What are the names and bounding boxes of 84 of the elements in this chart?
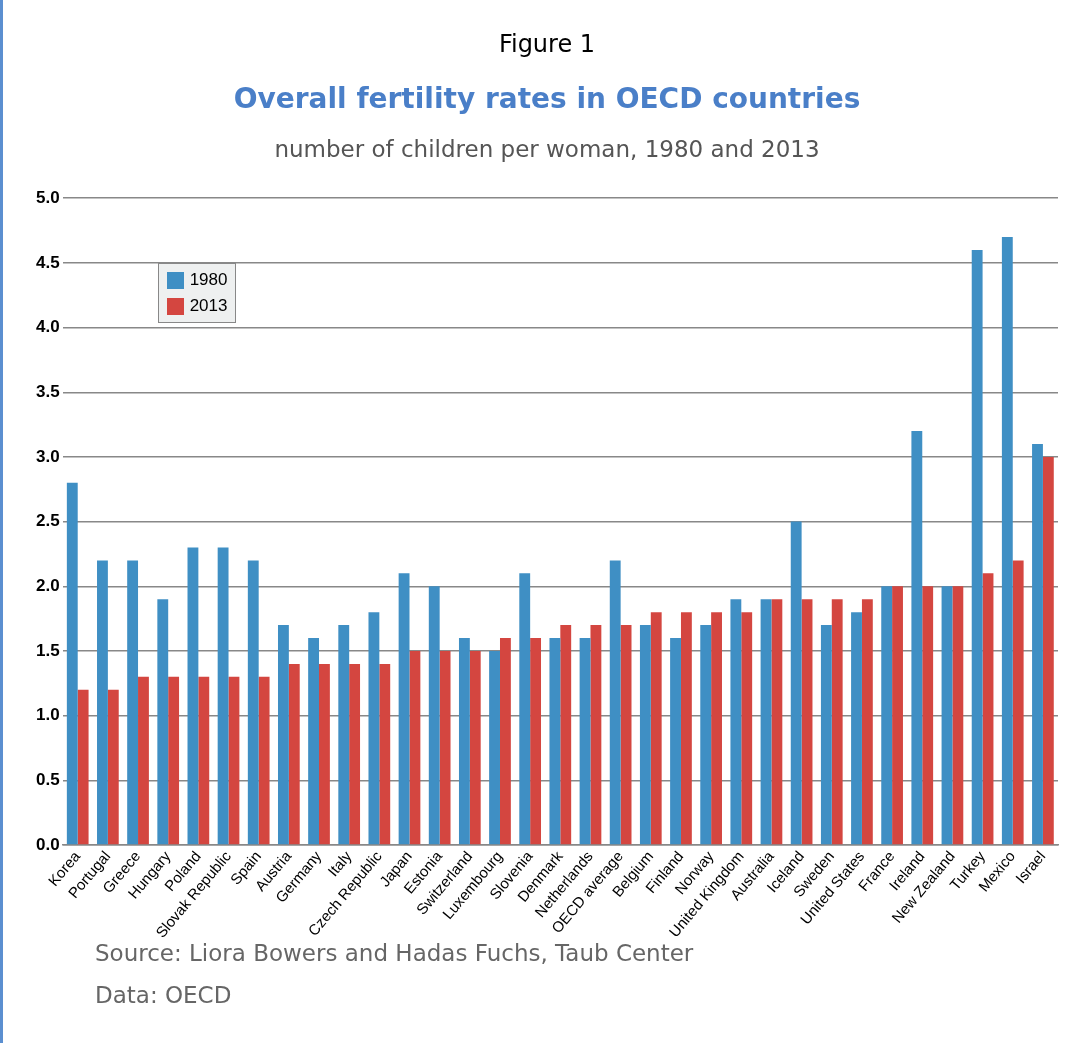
bar	[77, 689, 89, 845]
bar	[458, 638, 470, 845]
bar	[338, 625, 350, 845]
bar	[319, 663, 330, 845]
y-tick-label: 1.5	[35, 640, 60, 660]
bar	[127, 560, 139, 845]
y-tick-label: 0.0	[35, 834, 60, 854]
y-tick-label: 0.5	[35, 770, 60, 790]
bar	[639, 625, 651, 845]
bar	[198, 676, 210, 845]
bar	[368, 612, 380, 845]
bar	[922, 586, 934, 845]
bar	[579, 638, 591, 845]
bar	[560, 625, 572, 845]
bar	[398, 573, 410, 845]
bar	[157, 599, 169, 845]
bar	[519, 573, 531, 845]
bar	[439, 650, 451, 845]
bar	[941, 586, 953, 845]
caption: Figure 1	[497, 30, 597, 58]
y-tick-label: 5.0	[35, 187, 60, 207]
bar	[730, 599, 742, 845]
bar	[892, 586, 903, 845]
bar	[881, 586, 893, 845]
bar	[277, 625, 289, 845]
y-tick-label: 3.5	[35, 381, 60, 401]
bar	[620, 625, 632, 845]
bar	[247, 560, 259, 845]
bar	[609, 560, 621, 845]
bar	[711, 612, 722, 845]
text: Data: OECD	[95, 982, 232, 1008]
bar	[409, 650, 421, 845]
bar	[790, 521, 802, 845]
y-tick-label: 1.0	[35, 705, 60, 725]
bar	[107, 689, 119, 845]
bar	[258, 676, 270, 845]
bar	[168, 676, 180, 845]
bar	[952, 586, 964, 845]
bar	[1042, 456, 1054, 845]
bar	[489, 650, 500, 845]
bar	[379, 663, 391, 845]
bar	[982, 573, 994, 845]
bar	[530, 638, 542, 845]
chart-subtitle: number of children per woman, 1980 and 2013	[273, 136, 821, 162]
bar	[680, 612, 692, 845]
source-note: Source: Liora Bowers and Hadas Fuchs, Taub Center	[95, 940, 694, 966]
bar	[801, 599, 813, 845]
bar	[187, 547, 199, 845]
y-tick-label: 3.0	[35, 446, 60, 466]
bar	[228, 676, 240, 845]
bar	[97, 560, 108, 845]
y-tick-label: 2.0	[35, 575, 60, 595]
bar	[308, 638, 320, 845]
bar	[1012, 560, 1024, 845]
bar	[911, 431, 923, 845]
bar	[469, 650, 481, 845]
bar	[549, 638, 561, 845]
bar	[851, 612, 862, 845]
bar	[760, 599, 772, 845]
chart-title: Overall fertility rates in OECD countries	[232, 82, 862, 115]
bar	[66, 482, 78, 845]
y-tick-label: 4.0	[35, 317, 60, 337]
legend-label: 1980	[189, 270, 228, 291]
bar	[670, 638, 681, 845]
bar	[138, 676, 149, 845]
bar	[650, 612, 662, 845]
bar	[1001, 237, 1013, 845]
bar	[1032, 444, 1043, 845]
bar	[428, 586, 440, 845]
bar	[590, 625, 602, 845]
bar	[349, 663, 361, 845]
bar	[499, 638, 511, 845]
bar	[971, 249, 983, 845]
bar	[288, 663, 300, 845]
y-tick-label: 2.5	[35, 511, 60, 531]
y-tick-label: 4.5	[35, 252, 60, 272]
bar	[741, 612, 753, 845]
bar	[861, 599, 873, 845]
bar	[700, 625, 712, 845]
bar	[831, 599, 843, 845]
bar	[820, 625, 832, 845]
bar	[771, 599, 783, 845]
bar	[217, 547, 229, 845]
legend-label: 2013	[189, 296, 228, 317]
